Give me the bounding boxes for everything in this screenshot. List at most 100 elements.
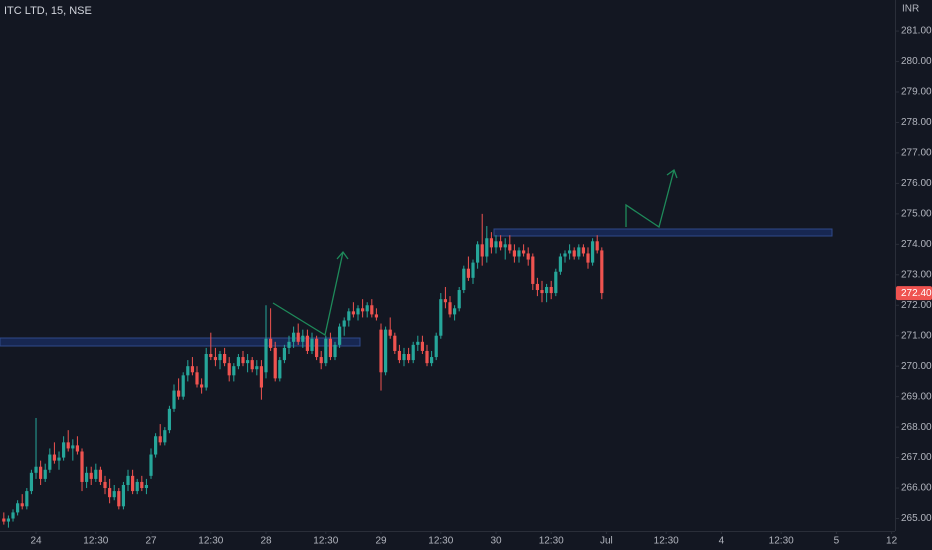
y-tick-label: 270.00 [901, 361, 932, 372]
candle-body [324, 338, 328, 364]
candle-body [39, 466, 43, 479]
y-tick-label: 268.00 [901, 422, 932, 433]
candle-body [439, 299, 443, 336]
candle-body [499, 241, 503, 248]
y-tick-label: 266.00 [901, 483, 932, 494]
x-tick-label: 30 [490, 536, 502, 547]
candle-body [301, 335, 305, 342]
arrow-head [336, 250, 349, 260]
candle-body [158, 436, 162, 443]
candle-body [62, 442, 66, 458]
candle-body [204, 354, 208, 388]
candle-body [471, 262, 475, 278]
candle-body [563, 253, 567, 257]
candle-body [347, 311, 351, 321]
candle-body [287, 341, 291, 348]
candle-body [282, 347, 287, 361]
candle-body [255, 366, 259, 370]
candle-body [476, 244, 480, 263]
x-tick-label: 4 [719, 536, 725, 547]
candle-body [600, 250, 604, 294]
candle-body [140, 481, 144, 489]
candle-body [333, 344, 337, 358]
candle-body [163, 430, 167, 443]
candle-body [209, 354, 213, 358]
candle-body [522, 250, 526, 254]
candle-body [75, 445, 80, 452]
candle-body [361, 308, 365, 312]
candle-body [112, 491, 116, 498]
candle-body [94, 469, 98, 479]
candle-body [508, 244, 512, 251]
candle-body [540, 290, 544, 294]
y-tick-label: 275.00 [901, 209, 932, 220]
candle-body [57, 457, 61, 461]
candle-body [503, 244, 507, 248]
y-tick-label: 278.00 [901, 117, 932, 128]
candle-body [581, 247, 586, 254]
candle-body [269, 338, 273, 348]
candle-body [48, 454, 52, 470]
x-tick-label: 12:30 [198, 536, 223, 547]
candle-body [34, 466, 38, 473]
candle-body [402, 354, 406, 361]
candle-body [52, 454, 57, 461]
last-price-box [896, 286, 932, 301]
candle-body [213, 357, 218, 361]
y-tick-label: 272.00 [901, 300, 932, 311]
arrow-head [666, 168, 678, 179]
candle-body [236, 357, 241, 367]
candle-body [126, 475, 130, 485]
candle-body [278, 360, 282, 379]
candle-body [315, 338, 319, 358]
x-tick-label: 24 [30, 536, 42, 547]
x-tick-label: 12:30 [313, 536, 338, 547]
candle-body [554, 271, 558, 294]
candle-body [319, 357, 323, 364]
candle-body [305, 335, 310, 351]
candle-body [218, 354, 222, 361]
candle-body [351, 311, 356, 315]
candle-body [384, 329, 388, 373]
candle-body [388, 329, 392, 336]
candle-body [531, 256, 535, 284]
candle-body [85, 472, 89, 482]
candle-body [535, 283, 540, 291]
candle-body [526, 253, 530, 260]
candle-body [117, 491, 121, 507]
candle-body [328, 338, 333, 358]
y-tick-label: 274.00 [901, 239, 932, 250]
candle-body [549, 286, 553, 294]
candle-body [149, 454, 153, 476]
candle-body [241, 357, 245, 364]
candle-body [545, 286, 549, 294]
y-tick-label: 276.00 [901, 178, 932, 189]
candle-body [374, 314, 379, 318]
candle-body [370, 305, 374, 315]
x-tick-label: 12:30 [539, 536, 564, 547]
candle-body [430, 357, 434, 364]
candle-body [223, 354, 227, 364]
candles [2, 213, 604, 528]
candle-body [512, 250, 517, 257]
candle-body [420, 341, 425, 351]
candle-body [365, 305, 369, 312]
candle-body [80, 451, 84, 482]
candle-body [434, 335, 438, 358]
y-tick-label: 280.00 [901, 56, 932, 67]
candle-body [43, 469, 47, 479]
candle-body [425, 350, 429, 364]
candle-body [586, 253, 590, 263]
y-tick-label: 277.00 [901, 148, 932, 159]
candle-body [453, 308, 457, 315]
candle-body [572, 250, 576, 257]
x-tick-label: 29 [375, 536, 387, 547]
currency: INR [902, 4, 919, 15]
candle-body [416, 341, 420, 345]
candle-body [98, 469, 103, 482]
candle-body [489, 238, 494, 248]
candle-body [485, 238, 489, 257]
y-tick-label: 281.00 [901, 26, 932, 37]
candle-body [407, 354, 411, 361]
candle-body [172, 390, 176, 409]
